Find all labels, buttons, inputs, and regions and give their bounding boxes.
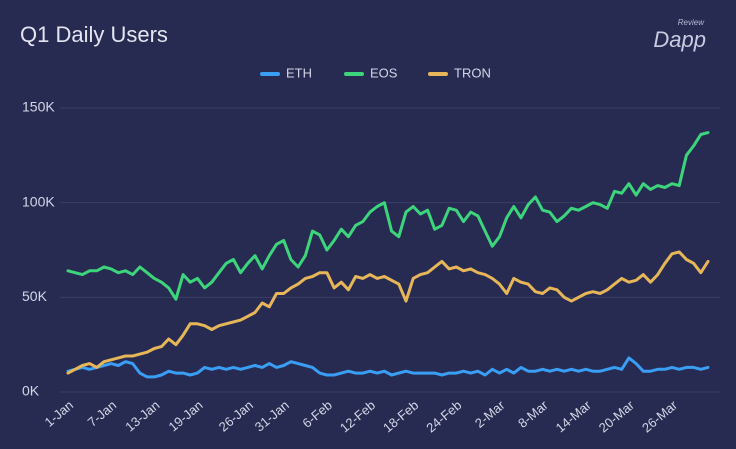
legend-label: ETH bbox=[286, 65, 312, 80]
series-line bbox=[66, 356, 710, 379]
y-tick-label: 150K bbox=[22, 99, 55, 115]
legend-label: TRON bbox=[454, 65, 491, 80]
chart-title: Q1 Daily Users bbox=[20, 22, 168, 47]
logo: Dapp bbox=[653, 27, 706, 52]
y-tick-label: 50K bbox=[22, 288, 48, 304]
series-line bbox=[66, 250, 710, 375]
y-tick-label: 100K bbox=[22, 193, 55, 209]
series-line bbox=[66, 131, 710, 301]
y-tick-label: 0K bbox=[22, 383, 40, 399]
legend-label: EOS bbox=[370, 65, 398, 80]
logo-small: Review bbox=[678, 18, 705, 27]
